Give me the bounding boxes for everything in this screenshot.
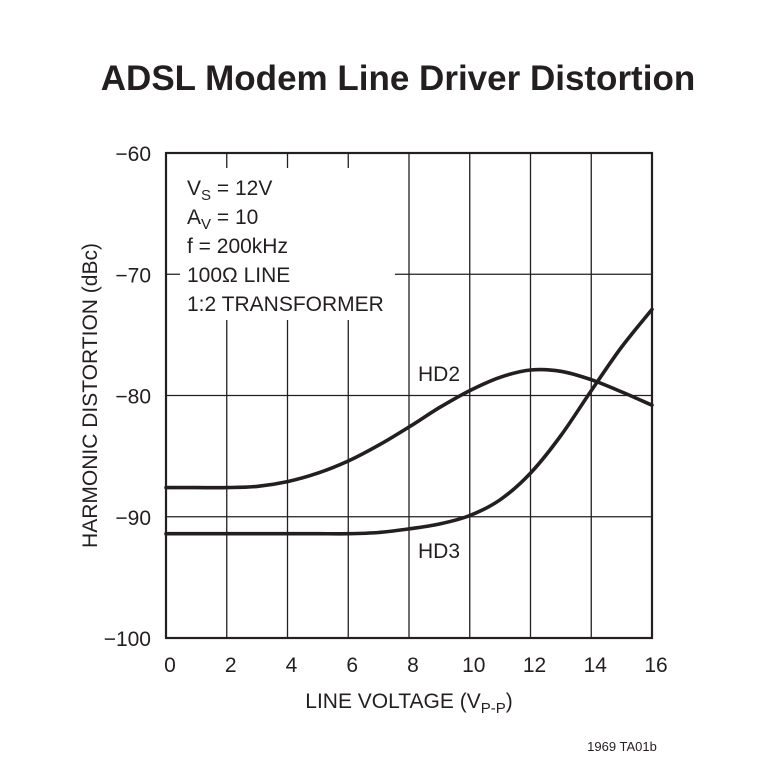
x-axis-label: LINE VOLTAGE (VP-P) [305,690,512,717]
figure-code: 1969 TA01b [587,739,657,754]
x-axis-label-sub: P-P [481,700,506,717]
plot-frame [164,151,654,640]
y-tick-label: −60 [115,143,151,166]
y-tick-label: −100 [104,628,151,651]
x-tick-label: 8 [407,654,419,677]
y-axis-label: HARMONIC DISTORTION (dBc) [79,243,102,548]
x-tick-labels: 0 2 4 6 8 10 12 14 16 [164,654,668,677]
x-tick-label: 6 [346,654,358,677]
x-axis-label-main: LINE VOLTAGE (V [305,690,480,713]
annotation-line: 1:2 TRANSFORMER [187,293,384,316]
series-label-hd3: HD3 [418,540,460,563]
y-tick-label: −70 [115,264,151,287]
x-tick-label: 14 [584,654,608,677]
chart-title: ADSL Modem Line Driver Distortion [101,59,695,98]
series-line-hd3 [164,307,654,536]
y-tick-labels: −60 −70 −80 −90 −100 [104,143,151,651]
x-tick-label: 0 [164,654,176,677]
y-tick-label: −80 [115,386,151,409]
x-tick-label: 12 [523,654,546,677]
annotation-line: AV = 10 [187,206,258,233]
x-tick-label: 10 [462,654,485,677]
y-tick-label: −90 [115,507,151,530]
series-line-hd2 [164,367,654,490]
x-tick-label: 16 [644,654,667,677]
annotation-line: 100Ω LINE [187,264,290,287]
series-group: HD2 HD3 [164,307,654,563]
series-label-hd2: HD2 [418,363,460,386]
annotation-line: f = 200kHz [187,235,288,258]
x-axis-label-close: ) [506,690,513,713]
annotation-line: VS = 12V [187,177,272,204]
x-tick-label: 4 [286,654,298,677]
x-tick-label: 2 [225,654,237,677]
annotation-background [180,168,395,320]
